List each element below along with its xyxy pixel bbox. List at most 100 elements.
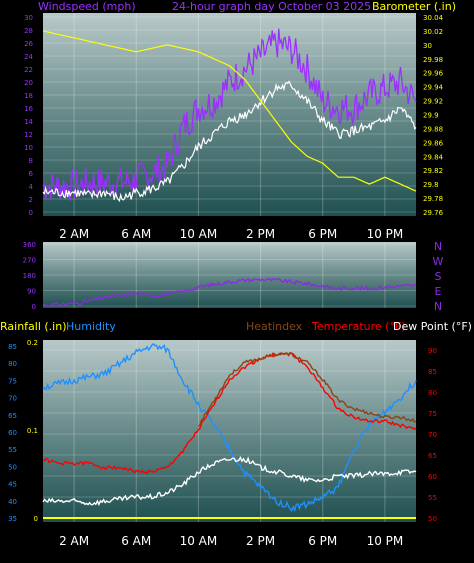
temp-x-tick-label: 10 PM: [367, 534, 404, 548]
wind-y-tick-label: 24: [24, 53, 33, 61]
wind-x-tick-label: 6 AM: [121, 227, 151, 241]
temp-y-tick-label: 50: [428, 515, 437, 523]
barometer-line: [42, 30, 417, 192]
wind-y-tick-label: 2: [29, 196, 33, 204]
compass-label: S: [435, 270, 442, 283]
barometer-y-tick-label: 29.98: [423, 56, 443, 64]
barometer-title: Barometer (.in): [372, 0, 456, 13]
temp-x-tick-label: 10 AM: [180, 534, 218, 548]
wind-y-tick-label: 14: [24, 118, 33, 126]
barometer-y-tick-label: 29.8: [423, 181, 439, 189]
temp-y-tick-label: 85: [428, 368, 437, 376]
direction-y-tick-label: 180: [23, 272, 36, 280]
humidity-y-tick-label: 85: [8, 343, 17, 351]
wind-x-tick-label: 10 PM: [367, 227, 404, 241]
temp-x-tick-label: 6 AM: [121, 534, 151, 548]
wind-grid: [43, 13, 416, 216]
direction-grid: [43, 242, 416, 308]
temp-y-tick-label: 75: [428, 410, 437, 418]
wind-y-tick-label: 8: [29, 157, 33, 165]
barometer-y-tick-label: 29.9: [423, 112, 439, 120]
humidity-y-tick-label: 45: [8, 481, 17, 489]
direction-y-ticks: 0 90 180 270 360: [23, 241, 36, 311]
direction-y-tick-label: 270: [23, 257, 36, 265]
temperature-line: [42, 351, 417, 475]
humidity-line: [42, 342, 417, 513]
barometer-y-tick-label: 29.92: [423, 98, 443, 106]
windspeed-title: Windspeed (mph): [38, 0, 136, 13]
direction-y-tick-label: 360: [23, 241, 36, 249]
temp-x-ticks: 2 AM 6 AM 10 AM 2 PM 6 PM 10 PM: [59, 534, 403, 548]
dewpoint-label: Dew Point (°F): [393, 320, 472, 333]
temp-y-tick-label: 90: [428, 347, 437, 355]
humidity-y-tick-label: 75: [8, 377, 17, 385]
wind-y-tick-label: 28: [24, 27, 33, 35]
humidity-y-ticks: 35 40 45 50 55 60 65 70 75 80 85: [8, 343, 17, 523]
temp-humidity-chart: Rainfall (.in) Humidity Heatindex Temper…: [0, 320, 472, 548]
compass-label: N: [434, 300, 442, 313]
wind-y-tick-label: 22: [24, 66, 33, 74]
compass-label: N: [434, 240, 442, 253]
humidity-y-tick-label: 80: [8, 360, 17, 368]
chart-date-title: 24-hour graph day October 03 2025: [172, 0, 371, 13]
temperature-label: Temperature (°F): [311, 320, 406, 333]
wind-y-tick-label: 10: [24, 144, 33, 152]
temp-series: [42, 342, 417, 519]
direction-y-tick-label: 0: [32, 303, 36, 311]
barometer-y-tick-label: 29.76: [423, 209, 444, 217]
barometer-y-tick-label: 30.04: [423, 14, 444, 22]
humidity-y-tick-label: 65: [8, 412, 17, 420]
barometer-y-tick-label: 29.78: [423, 195, 443, 203]
temp-plot-area: [43, 340, 416, 522]
heatindex-line: [197, 352, 417, 427]
rain-y-ticks: 0 0.1 0.2: [27, 339, 38, 523]
humidity-y-tick-label: 70: [8, 395, 17, 403]
direction-line: [42, 277, 417, 308]
temp-y-ticks: 50 55 60 65 70 75 80 85 90: [428, 347, 437, 523]
barometer-y-tick-label: 30.02: [423, 28, 443, 36]
humidity-y-tick-label: 60: [8, 429, 17, 437]
dewpoint-line: [42, 456, 417, 507]
wind-series: [42, 28, 417, 203]
wind_avg-line: [42, 28, 417, 201]
temp-y-tick-label: 80: [428, 389, 437, 397]
compass-label: E: [435, 285, 442, 298]
direction-series: [42, 277, 417, 308]
wind-y-tick-label: 16: [24, 105, 33, 113]
humidity-y-tick-label: 35: [8, 515, 17, 523]
wind-x-ticks: 2 AM 6 AM 10 AM 2 PM 6 PM 10 PM: [59, 227, 403, 241]
barometer-y-tick-label: 29.84: [423, 153, 444, 161]
wind-y-tick-label: 0: [29, 209, 33, 217]
rain-y-tick-label: 0.1: [27, 427, 38, 435]
wind-y-tick-label: 18: [24, 92, 33, 100]
temp-y-tick-label: 70: [428, 431, 437, 439]
barometer-y-tick-label: 29.88: [423, 125, 443, 133]
wind-y-tick-label: 6: [29, 170, 34, 178]
wind-y-tick-label: 30: [24, 14, 33, 22]
barometer-y-tick-label: 29.82: [423, 167, 443, 175]
wind_gust-line: [42, 80, 417, 203]
wind-x-tick-label: 6 PM: [308, 227, 337, 241]
barometer-y-tick-label: 30: [423, 42, 432, 50]
wind-y-tick-label: 12: [24, 131, 33, 139]
heatindex-label: Heatindex: [246, 320, 303, 333]
rain-y-tick-label: 0.2: [27, 339, 38, 347]
barometer-y-tick-label: 29.96: [423, 70, 444, 78]
barometer-y-tick-label: 29.86: [423, 139, 444, 147]
temp-y-tick-label: 55: [428, 494, 437, 502]
temp-x-tick-label: 6 PM: [308, 534, 337, 548]
rain-y-tick-label: 0: [34, 515, 38, 523]
wind-y-tick-label: 4: [29, 183, 34, 191]
compass-label: W: [433, 255, 444, 268]
temp-x-tick-label: 2 AM: [59, 534, 89, 548]
wind-x-tick-label: 2 PM: [246, 227, 275, 241]
wind-x-tick-label: 10 AM: [180, 227, 218, 241]
wind-y-tick-label: 20: [24, 79, 33, 87]
humidity-y-tick-label: 40: [8, 498, 17, 506]
barometer-y-ticks: 29.76 29.78 29.8 29.82 29.84 29.86 29.88 29.9 29…: [423, 14, 444, 217]
